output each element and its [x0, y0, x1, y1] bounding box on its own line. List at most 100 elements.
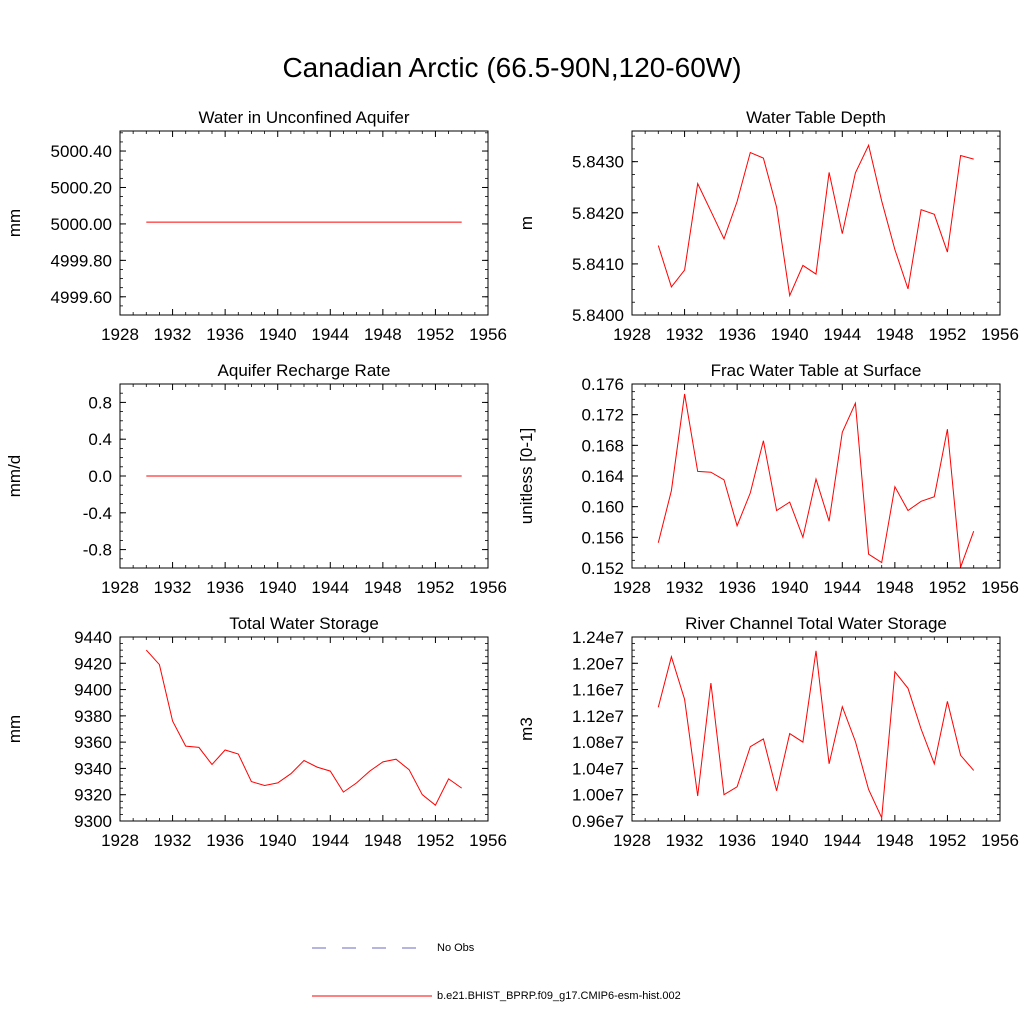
y-tick-label: 0.8 [88, 393, 112, 412]
x-tick-label: 1956 [981, 831, 1019, 850]
panel-title: Water in Unconfined Aquifer [198, 108, 409, 127]
series-line [657, 143, 974, 298]
x-tick-label: 1948 [364, 325, 402, 344]
x-tick-label: 1936 [718, 831, 756, 850]
y-tick-label: 0.96e7 [572, 812, 624, 831]
panel-water-in-unconfined-aquifer: Water in Unconfined Aquifer mm 1928 1932 193… [5, 108, 507, 344]
y-tick-label: 1.24e7 [572, 628, 624, 647]
y-tick-label: -0.8 [83, 541, 112, 560]
x-tick-label: 1936 [206, 325, 244, 344]
x-tick-label: 1952 [417, 578, 455, 597]
x-tick-label: 1940 [259, 831, 297, 850]
y-tick-label: 0.160 [581, 498, 624, 517]
x-tick-label: 1936 [206, 831, 244, 850]
panel-title: Frac Water Table at Surface [711, 361, 922, 380]
x-tick-label: 1932 [666, 578, 704, 597]
y-tick-label: 5000.20 [51, 178, 112, 197]
panel-frac-water-table-at-surface: Frac Water Table at Surface unitless [0-1… [517, 361, 1019, 597]
x-tick-label: 1940 [259, 578, 297, 597]
y-tick-label: 4999.60 [51, 288, 112, 307]
x-tick-label: 1956 [981, 578, 1019, 597]
y-tick-label: 1.04e7 [572, 759, 624, 778]
plot-frame [631, 130, 1001, 316]
page-title: Canadian Arctic (66.5-90N,120-60W) [282, 52, 742, 83]
y-tick-label: 5.8410 [572, 255, 624, 274]
x-tick-label: 1928 [101, 325, 139, 344]
series-line [657, 393, 975, 568]
panel-water-table-depth: Water Table Depth m 1928 1932 1936 1940 1944 19… [517, 108, 1019, 344]
y-tick-label: 0.4 [88, 430, 112, 449]
y-tick-label: 9380 [74, 707, 112, 726]
y-tick-label: 5.8400 [572, 306, 624, 325]
y-tick-label: 0.152 [581, 559, 624, 578]
y-tick-label: 9340 [74, 759, 112, 778]
x-tick-label: 1928 [101, 831, 139, 850]
x-tick-label: 1940 [771, 578, 809, 597]
x-tick-label: 1944 [311, 831, 349, 850]
y-tick-label: 0.164 [581, 467, 624, 486]
y-tick-label: 0.168 [581, 436, 624, 455]
y-axis-label: m3 [517, 717, 536, 741]
x-tick-label: 1956 [469, 325, 507, 344]
y-tick-label: 9400 [74, 681, 112, 700]
x-tick-label: 1944 [823, 831, 861, 850]
y-axis-label: mm [5, 715, 24, 743]
x-tick-label: 1932 [666, 325, 704, 344]
y-tick-label: 9420 [74, 654, 112, 673]
x-tick-label: 1932 [154, 831, 192, 850]
x-tick-label: 1956 [981, 325, 1019, 344]
panel-total-water-storage: Total Water Storage mm 1928 1932 1936 1940 194… [5, 614, 507, 850]
x-tick-label: 1952 [417, 325, 455, 344]
x-tick-label: 1952 [929, 578, 967, 597]
plot-frame [631, 636, 1001, 822]
x-tick-label: 1932 [154, 325, 192, 344]
panel-title: River Channel Total Water Storage [685, 614, 947, 633]
y-tick-label: 1.00e7 [572, 786, 624, 805]
x-tick-label: 1932 [154, 578, 192, 597]
x-tick-label: 1944 [823, 325, 861, 344]
panel-aquifer-recharge-rate: Aquifer Recharge Rate mm/d 1928 1932 1936 194… [5, 361, 507, 597]
plot-frame [119, 636, 489, 822]
y-axis-label: mm/d [5, 455, 24, 498]
x-tick-label: 1944 [311, 578, 349, 597]
x-tick-label: 1956 [469, 578, 507, 597]
panel-title: Water Table Depth [746, 108, 886, 127]
y-tick-label: 5.8430 [572, 153, 624, 172]
legend [312, 947, 432, 997]
y-tick-label: 1.08e7 [572, 733, 624, 752]
panel-river-channel-total-water-storage: River Channel Total Water Storage m3 1928 1… [517, 614, 1019, 850]
y-tick-label: 5000.40 [51, 142, 112, 161]
x-tick-label: 1928 [613, 325, 651, 344]
x-tick-label: 1948 [364, 578, 402, 597]
x-tick-label: 1936 [718, 325, 756, 344]
x-tick-label: 1952 [929, 325, 967, 344]
y-axis-label: m [517, 216, 536, 230]
x-tick-label: 1928 [101, 578, 139, 597]
x-tick-label: 1948 [876, 578, 914, 597]
x-tick-label: 1944 [311, 325, 349, 344]
y-axis-label: mm [5, 209, 24, 237]
x-tick-label: 1936 [718, 578, 756, 597]
y-tick-label: 0.176 [581, 375, 624, 394]
y-tick-label: 9360 [74, 733, 112, 752]
y-tick-label: 5000.00 [51, 215, 112, 234]
x-tick-label: 1956 [469, 831, 507, 850]
panel-title: Aquifer Recharge Rate [218, 361, 391, 380]
y-tick-label: 0.156 [581, 528, 624, 547]
x-tick-label: 1952 [417, 831, 455, 850]
y-tick-label: 1.12e7 [572, 707, 624, 726]
x-tick-label: 1940 [259, 325, 297, 344]
plot-frame [119, 130, 489, 316]
x-tick-label: 1948 [876, 325, 914, 344]
y-tick-label: 1.20e7 [572, 654, 624, 673]
y-tick-label: 9300 [74, 812, 112, 831]
x-tick-label: 1932 [666, 831, 704, 850]
y-tick-label: 1.16e7 [572, 681, 624, 700]
y-tick-label: 5.8420 [572, 204, 624, 223]
x-tick-label: 1948 [364, 831, 402, 850]
y-tick-label: 9320 [74, 786, 112, 805]
x-tick-label: 1940 [771, 325, 809, 344]
x-tick-label: 1936 [206, 578, 244, 597]
y-tick-label: 4999.80 [51, 251, 112, 270]
